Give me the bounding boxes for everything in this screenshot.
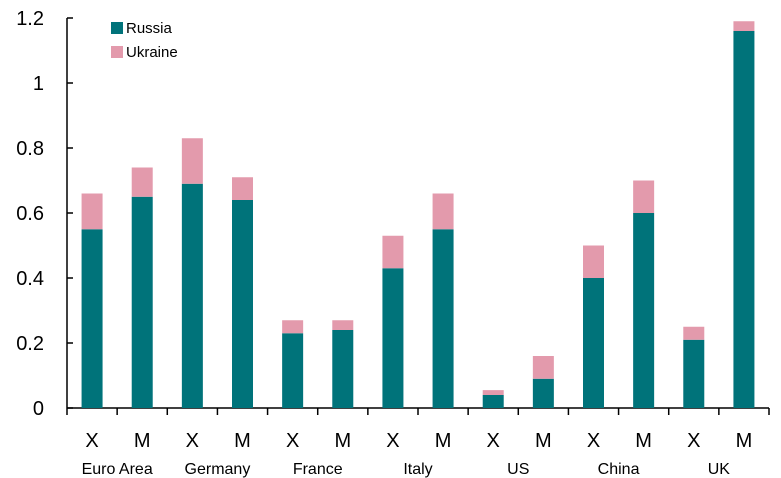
x-category-label: M bbox=[334, 430, 351, 452]
x-category-label: M bbox=[635, 430, 652, 452]
bar-ukraine-7 bbox=[432, 193, 454, 230]
bar-ukraine-10 bbox=[583, 245, 604, 278]
bar-ukraine-2 bbox=[181, 138, 203, 184]
x-category-label: M bbox=[435, 430, 452, 452]
legend-swatch-ukraine bbox=[111, 46, 123, 58]
legend-label-russia: Russia bbox=[126, 20, 173, 37]
x-category-label: X bbox=[186, 430, 199, 452]
x-group-label: UK bbox=[708, 461, 731, 478]
x-category-label: X bbox=[286, 430, 299, 452]
bar-ukraine-9 bbox=[532, 356, 554, 379]
y-tick-label: 0 bbox=[33, 398, 44, 420]
x-category-label: X bbox=[587, 430, 600, 452]
x-group-label: France bbox=[293, 461, 343, 478]
bar-russia-5 bbox=[332, 330, 354, 408]
y-tick-label: 0.2 bbox=[16, 333, 44, 355]
x-group-label: China bbox=[598, 461, 640, 478]
bar-ukraine-4 bbox=[282, 320, 304, 334]
bar-ukraine-13 bbox=[733, 21, 755, 31]
bar-ukraine-0 bbox=[81, 193, 103, 230]
x-category-label: X bbox=[386, 430, 399, 452]
bar-russia-2 bbox=[181, 183, 203, 408]
x-group-label: Germany bbox=[185, 461, 251, 478]
bar-russia-11 bbox=[633, 213, 655, 408]
bar-russia-1 bbox=[131, 196, 153, 408]
x-category-label: X bbox=[487, 430, 500, 452]
bar-russia-7 bbox=[432, 229, 454, 408]
bar-ukraine-12 bbox=[683, 326, 705, 340]
x-category-label: X bbox=[687, 430, 700, 452]
bar-russia-3 bbox=[232, 200, 253, 408]
x-group-label: Italy bbox=[403, 461, 432, 478]
y-tick-label: 1.2 bbox=[16, 8, 44, 30]
bar-ukraine-8 bbox=[482, 390, 504, 395]
x-category-label: M bbox=[535, 430, 552, 452]
bar-ukraine-1 bbox=[131, 167, 153, 197]
legend: Russia Ukraine bbox=[111, 20, 178, 61]
legend-label-ukraine: Ukraine bbox=[126, 44, 178, 61]
bar-russia-9 bbox=[532, 378, 554, 408]
y-tick-label: 0.4 bbox=[16, 268, 44, 290]
x-category-label: X bbox=[85, 430, 98, 452]
bar-russia-12 bbox=[683, 339, 705, 408]
x-category-label: M bbox=[736, 430, 753, 452]
bar-russia-0 bbox=[81, 229, 103, 408]
x-group-label: US bbox=[507, 461, 529, 478]
bar-ukraine-3 bbox=[232, 177, 253, 200]
bar-russia-13 bbox=[733, 31, 755, 408]
bar-ukraine-5 bbox=[332, 320, 354, 330]
bars bbox=[81, 21, 755, 408]
y-tick-label: 0.6 bbox=[16, 203, 44, 225]
y-tick-label: 1 bbox=[33, 73, 44, 95]
bar-russia-4 bbox=[282, 333, 304, 408]
bar-russia-6 bbox=[382, 268, 404, 408]
bar-ukraine-11 bbox=[633, 180, 655, 213]
x-group-label: Euro Area bbox=[82, 461, 153, 478]
y-axis: 0 0.2 0.4 0.6 0.8 1 1.2 bbox=[16, 8, 73, 420]
x-category-label: M bbox=[234, 430, 251, 452]
x-category-label: M bbox=[134, 430, 151, 452]
bar-ukraine-6 bbox=[382, 235, 404, 269]
bar-russia-8 bbox=[482, 395, 504, 408]
bar-russia-10 bbox=[583, 278, 604, 408]
legend-swatch-russia bbox=[111, 22, 123, 34]
x-axis: X M X M X M X M X M X M X M Euro Area Germany France Ital… bbox=[66, 407, 770, 478]
y-tick-label: 0.8 bbox=[16, 138, 44, 160]
